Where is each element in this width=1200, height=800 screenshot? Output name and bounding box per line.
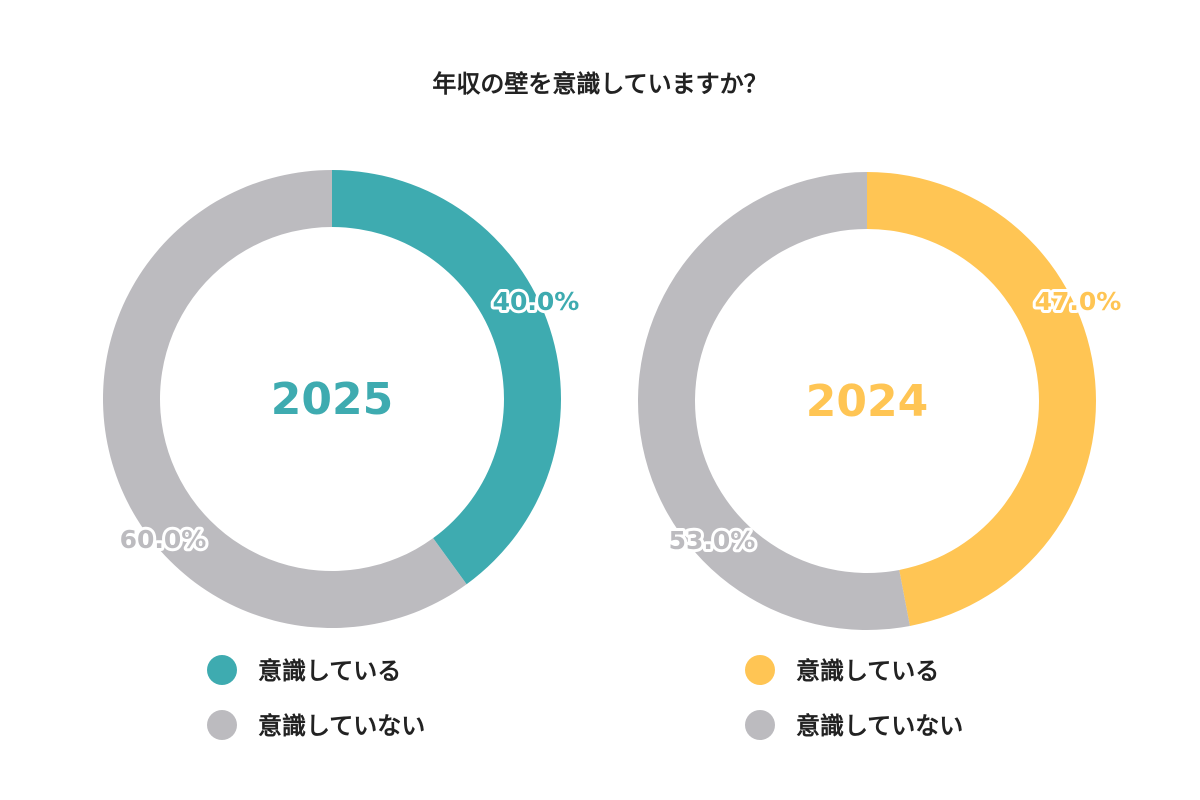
legend-marker: [745, 710, 775, 740]
legend-marker: [745, 655, 775, 685]
donut-slice: [638, 172, 910, 630]
legend-label: 意識していない: [258, 712, 425, 740]
legend-label: 意識している: [258, 657, 401, 685]
slice-value-label: 53.0%: [669, 526, 756, 555]
donut-center-label: 2024: [806, 376, 928, 427]
legend-marker: [207, 655, 237, 685]
chart-title: 年収の壁を意識していますか？: [432, 70, 767, 98]
slice-value-label: 60.0%: [120, 525, 207, 554]
donut-charts: 202540.0%60.0%意識している意識していない202447.0%53.0…: [102, 170, 1124, 740]
legend-marker: [207, 710, 237, 740]
legend-label: 意識している: [796, 657, 939, 685]
donut-slice: [867, 171, 1097, 626]
slice-value-label: 40.0%: [493, 287, 580, 316]
donut-center-label: 2025: [271, 374, 393, 425]
slice-value-label: 47.0%: [1035, 287, 1122, 316]
donut-slice: [102, 170, 467, 628]
legend-label: 意識していない: [796, 712, 963, 740]
donut-slice: [332, 170, 561, 585]
